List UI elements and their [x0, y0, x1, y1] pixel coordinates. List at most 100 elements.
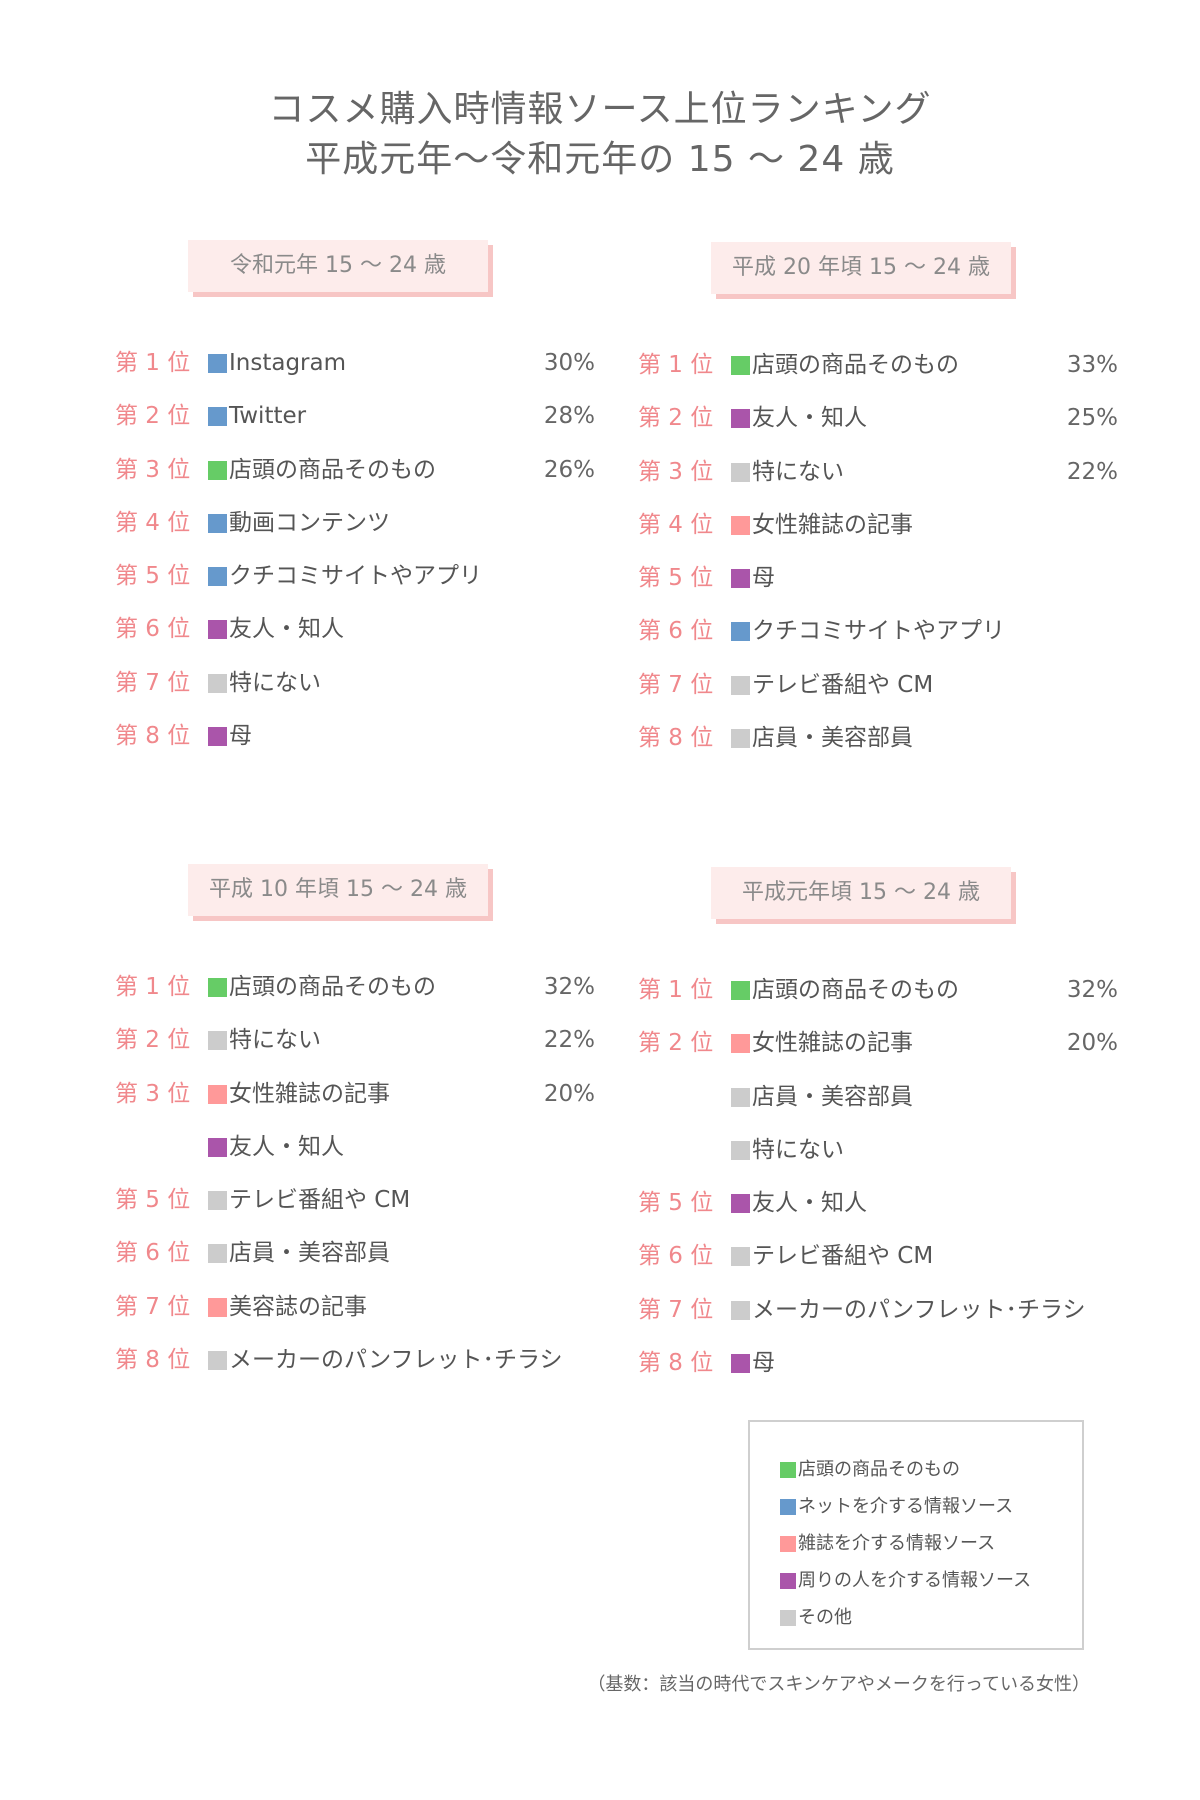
source-label: テレビ番組や CM	[229, 1187, 411, 1214]
ranking-row: 第 6 位 クチコミサイトやアプリ	[638, 616, 1118, 669]
category-color-square	[208, 978, 227, 997]
source-label: 動画コンテンツ	[229, 509, 390, 536]
ranking-row: 第 6 位 友人・知人	[115, 614, 595, 667]
ranking-list: 第 1 位 店頭の商品そのもの 32% 第 2 位 特にない 22% 第 3 位 女性雑誌の記…	[115, 972, 595, 1398]
category-color-square	[731, 462, 750, 482]
rank-label: 第 8 位	[638, 725, 714, 752]
legend-item: 雑誌を介する情報ソース	[750, 1532, 1082, 1569]
rank-label: 第 7 位	[638, 1296, 714, 1323]
ranking-row: 第 6 位 テレビ番組や CM	[638, 1241, 1118, 1294]
legend-color-square	[780, 1536, 796, 1552]
rank-label: 第 5 位	[638, 1190, 714, 1217]
title-line-1: コスメ購入時情報ソース上位ランキング	[268, 89, 932, 130]
category-color-square	[208, 1351, 227, 1371]
source-label: Twitter	[229, 403, 307, 430]
percent-value: 22%	[1066, 458, 1118, 485]
source-label: 店頭の商品そのもの	[752, 977, 959, 1003]
panel-label: 平成元年頃 15 〜 24 歳	[711, 867, 1011, 919]
source-label: 店員・美容部員	[752, 725, 913, 752]
percent-value: 32%	[1066, 977, 1118, 1003]
legend: 店頭の商品そのもの ネットを介する情報ソース 雑誌を介する情報ソース 周りの人を介する…	[748, 1420, 1084, 1650]
rank-label: 第 4 位	[115, 509, 191, 536]
source-label: 店頭の商品そのもの	[229, 974, 436, 1000]
category-color-square	[208, 567, 227, 587]
category-color-square	[731, 1354, 750, 1374]
ranking-list: 第 1 位 店頭の商品そのもの 33% 第 2 位 友人・知人 25% 第 3 位 特にない 2…	[638, 350, 1118, 776]
rank-label: 第 2 位	[638, 1030, 714, 1057]
source-label: テレビ番組や CM	[752, 671, 934, 698]
ranking-row: 第 7 位 テレビ番組や CM	[638, 670, 1118, 723]
source-label: Instagram	[229, 350, 347, 376]
category-color-square	[731, 1300, 750, 1320]
category-color-square	[731, 1034, 750, 1054]
percent-value: 20%	[543, 1080, 595, 1107]
percent-value: 33%	[1066, 352, 1118, 378]
category-color-square	[208, 1297, 227, 1317]
ranking-row: 第 3 位 女性雑誌の記事 20%	[115, 1079, 595, 1132]
source-label: 美容誌の記事	[229, 1293, 367, 1320]
rank-label: 第 7 位	[115, 1293, 191, 1320]
percent-value: 28%	[543, 403, 595, 430]
ranking-row: 第 2 位 女性雑誌の記事 20%	[638, 1028, 1118, 1081]
percent-value: 22%	[543, 1027, 595, 1054]
source-label: 店員・美容部員	[229, 1240, 390, 1267]
percent-value: 32%	[543, 974, 595, 1000]
source-label: テレビ番組や CM	[752, 1243, 934, 1270]
category-color-square	[208, 513, 227, 533]
ranking-row: 第 2 位 特にない 22%	[115, 1025, 595, 1078]
category-color-square	[208, 1244, 227, 1264]
category-color-square	[731, 1194, 750, 1214]
rank-label: 第 2 位	[638, 405, 714, 432]
legend-item: ネットを介する情報ソース	[750, 1495, 1082, 1532]
category-color-square	[208, 620, 227, 640]
rank-label: 第 8 位	[115, 1347, 191, 1374]
category-color-square	[208, 727, 227, 747]
ranking-row: 第 6 位 店員・美容部員	[115, 1238, 595, 1291]
ranking-row: 第 5 位 友人・知人	[638, 1188, 1118, 1241]
category-color-square	[208, 1137, 227, 1157]
rank-label: 第 6 位	[638, 1243, 714, 1270]
legend-item: その他	[750, 1606, 1082, 1643]
rank-label: 第 1 位	[638, 352, 714, 378]
source-label: 女性雑誌の記事	[752, 511, 913, 538]
rank-label: 第 6 位	[115, 616, 191, 643]
rank-label: 第 8 位	[115, 723, 191, 750]
rank-label: 第 2 位	[115, 403, 191, 430]
source-label: 女性雑誌の記事	[229, 1080, 390, 1107]
legend-color-square	[780, 1462, 796, 1478]
rank-label: 第 5 位	[638, 565, 714, 592]
source-label: 母	[229, 723, 252, 750]
ranking-row: 友人・知人	[115, 1132, 595, 1185]
ranking-row: 特にない	[638, 1135, 1118, 1188]
ranking-row: 第 4 位 女性雑誌の記事	[638, 510, 1118, 563]
rank-label: 第 3 位	[638, 458, 714, 485]
rank-label: 第 1 位	[115, 974, 191, 1000]
legend-color-square	[780, 1610, 796, 1626]
category-color-square	[731, 622, 750, 642]
percent-value: 25%	[1066, 405, 1118, 432]
rank-label: 第 3 位	[115, 456, 191, 483]
legend-items: 店頭の商品そのもの ネットを介する情報ソース 雑誌を介する情報ソース 周りの人を介する…	[750, 1458, 1082, 1643]
ranking-list: 第 1 位 Instagram 30% 第 2 位 Twitter 28% 第 3 位 店頭の…	[115, 348, 595, 774]
rank-label: 第 5 位	[115, 563, 191, 590]
ranking-row: 第 8 位 母	[638, 1348, 1118, 1401]
source-label: 店員・美容部員	[752, 1083, 913, 1110]
source-label: クチコミサイトやアプリ	[752, 618, 1005, 645]
source-label: メーカーのパンフレット･チラシ	[229, 1347, 563, 1374]
ranking-row: 第 2 位 Twitter 28%	[115, 401, 595, 454]
ranking-row: 第 1 位 店頭の商品そのもの 32%	[115, 972, 595, 1025]
ranking-row: 第 1 位 店頭の商品そのもの 32%	[638, 975, 1118, 1028]
rank-label: 第 6 位	[638, 618, 714, 645]
ranking-row: 第 7 位 メーカーのパンフレット･チラシ	[638, 1295, 1118, 1348]
ranking-row: 第 3 位 店頭の商品そのもの 26%	[115, 455, 595, 508]
rank-label: 第 5 位	[115, 1187, 191, 1214]
rank-label: 第 8 位	[638, 1350, 714, 1377]
percent-value: 30%	[543, 350, 595, 376]
footnote: （基数：該当の時代でスキンケアやメークを行っている女性）	[587, 1674, 1090, 1695]
category-color-square	[731, 729, 750, 749]
legend-label: ネットを介する情報ソース	[798, 1496, 1014, 1517]
ranking-row: 店員・美容部員	[638, 1082, 1118, 1135]
source-label: 友人・知人	[752, 1190, 867, 1217]
source-label: メーカーのパンフレット･チラシ	[752, 1296, 1086, 1323]
source-label: 友人・知人	[229, 616, 344, 643]
